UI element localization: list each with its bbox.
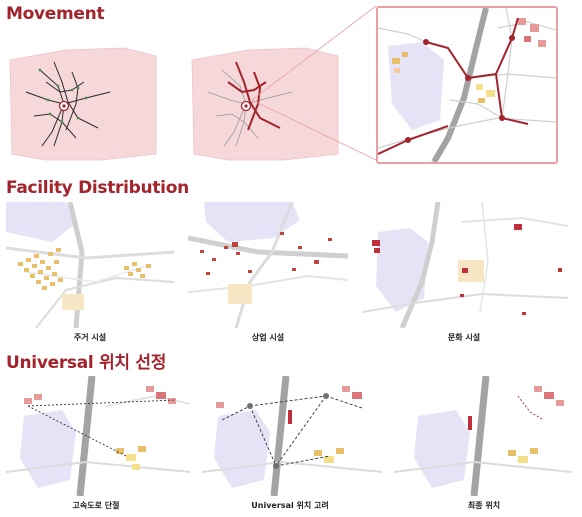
block bbox=[228, 284, 252, 304]
buildings bbox=[24, 386, 176, 470]
culture-buildings bbox=[372, 224, 562, 315]
lake bbox=[414, 410, 470, 488]
caption-residential: 주거 시설 bbox=[73, 333, 107, 342]
section-title-movement: Movement bbox=[6, 4, 105, 24]
caption-commercial: 상업 시설 bbox=[251, 333, 285, 342]
caption-highway-cut: 고속도로 단절 bbox=[72, 501, 120, 510]
network-nodes bbox=[38, 68, 88, 124]
link-nodes bbox=[247, 393, 329, 469]
facility-map-culture bbox=[362, 202, 568, 328]
highway bbox=[270, 376, 290, 496]
lake bbox=[20, 410, 76, 488]
region-shape bbox=[191, 47, 339, 161]
universal-map-cut bbox=[6, 376, 190, 496]
highway bbox=[431, 8, 489, 162]
final-link bbox=[517, 395, 545, 421]
facility-map-residential bbox=[6, 202, 174, 328]
water bbox=[6, 202, 78, 242]
movement-map-highlight bbox=[188, 42, 340, 162]
lake bbox=[214, 410, 270, 488]
block bbox=[458, 260, 484, 282]
highway bbox=[470, 376, 490, 496]
dashed-links bbox=[221, 395, 363, 467]
buildings bbox=[468, 386, 564, 463]
lake bbox=[376, 228, 428, 312]
commercial-buildings bbox=[200, 232, 332, 275]
road-network bbox=[25, 61, 111, 147]
caption-culture: 문화 시설 bbox=[447, 333, 481, 342]
caption-universal-consider: Universal 위치 고려 bbox=[251, 501, 329, 510]
universal-map-consider bbox=[202, 376, 382, 496]
caption-final-location: 최종 위치 bbox=[467, 501, 501, 510]
school-block bbox=[62, 294, 84, 310]
universal-map-final bbox=[394, 376, 572, 496]
water bbox=[204, 202, 300, 242]
dashed-links bbox=[27, 399, 177, 457]
movement-zoom-detail bbox=[376, 6, 558, 164]
lake bbox=[388, 42, 444, 130]
buildings bbox=[216, 386, 362, 463]
route-nodes bbox=[405, 35, 515, 143]
facility-map-commercial bbox=[188, 202, 348, 328]
section-title-universal: Universal 위치 선정 bbox=[6, 353, 167, 373]
region-shape bbox=[9, 47, 157, 161]
buildings bbox=[392, 18, 546, 103]
residential-buildings bbox=[18, 248, 151, 290]
highway bbox=[188, 235, 348, 259]
movement-map-network bbox=[6, 42, 158, 162]
section-title-facility: Facility Distribution bbox=[6, 178, 189, 198]
highway bbox=[399, 202, 441, 328]
